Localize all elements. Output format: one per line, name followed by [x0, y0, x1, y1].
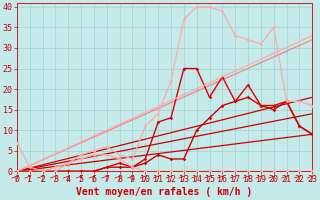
X-axis label: Vent moyen/en rafales ( km/h ): Vent moyen/en rafales ( km/h )	[76, 187, 253, 197]
